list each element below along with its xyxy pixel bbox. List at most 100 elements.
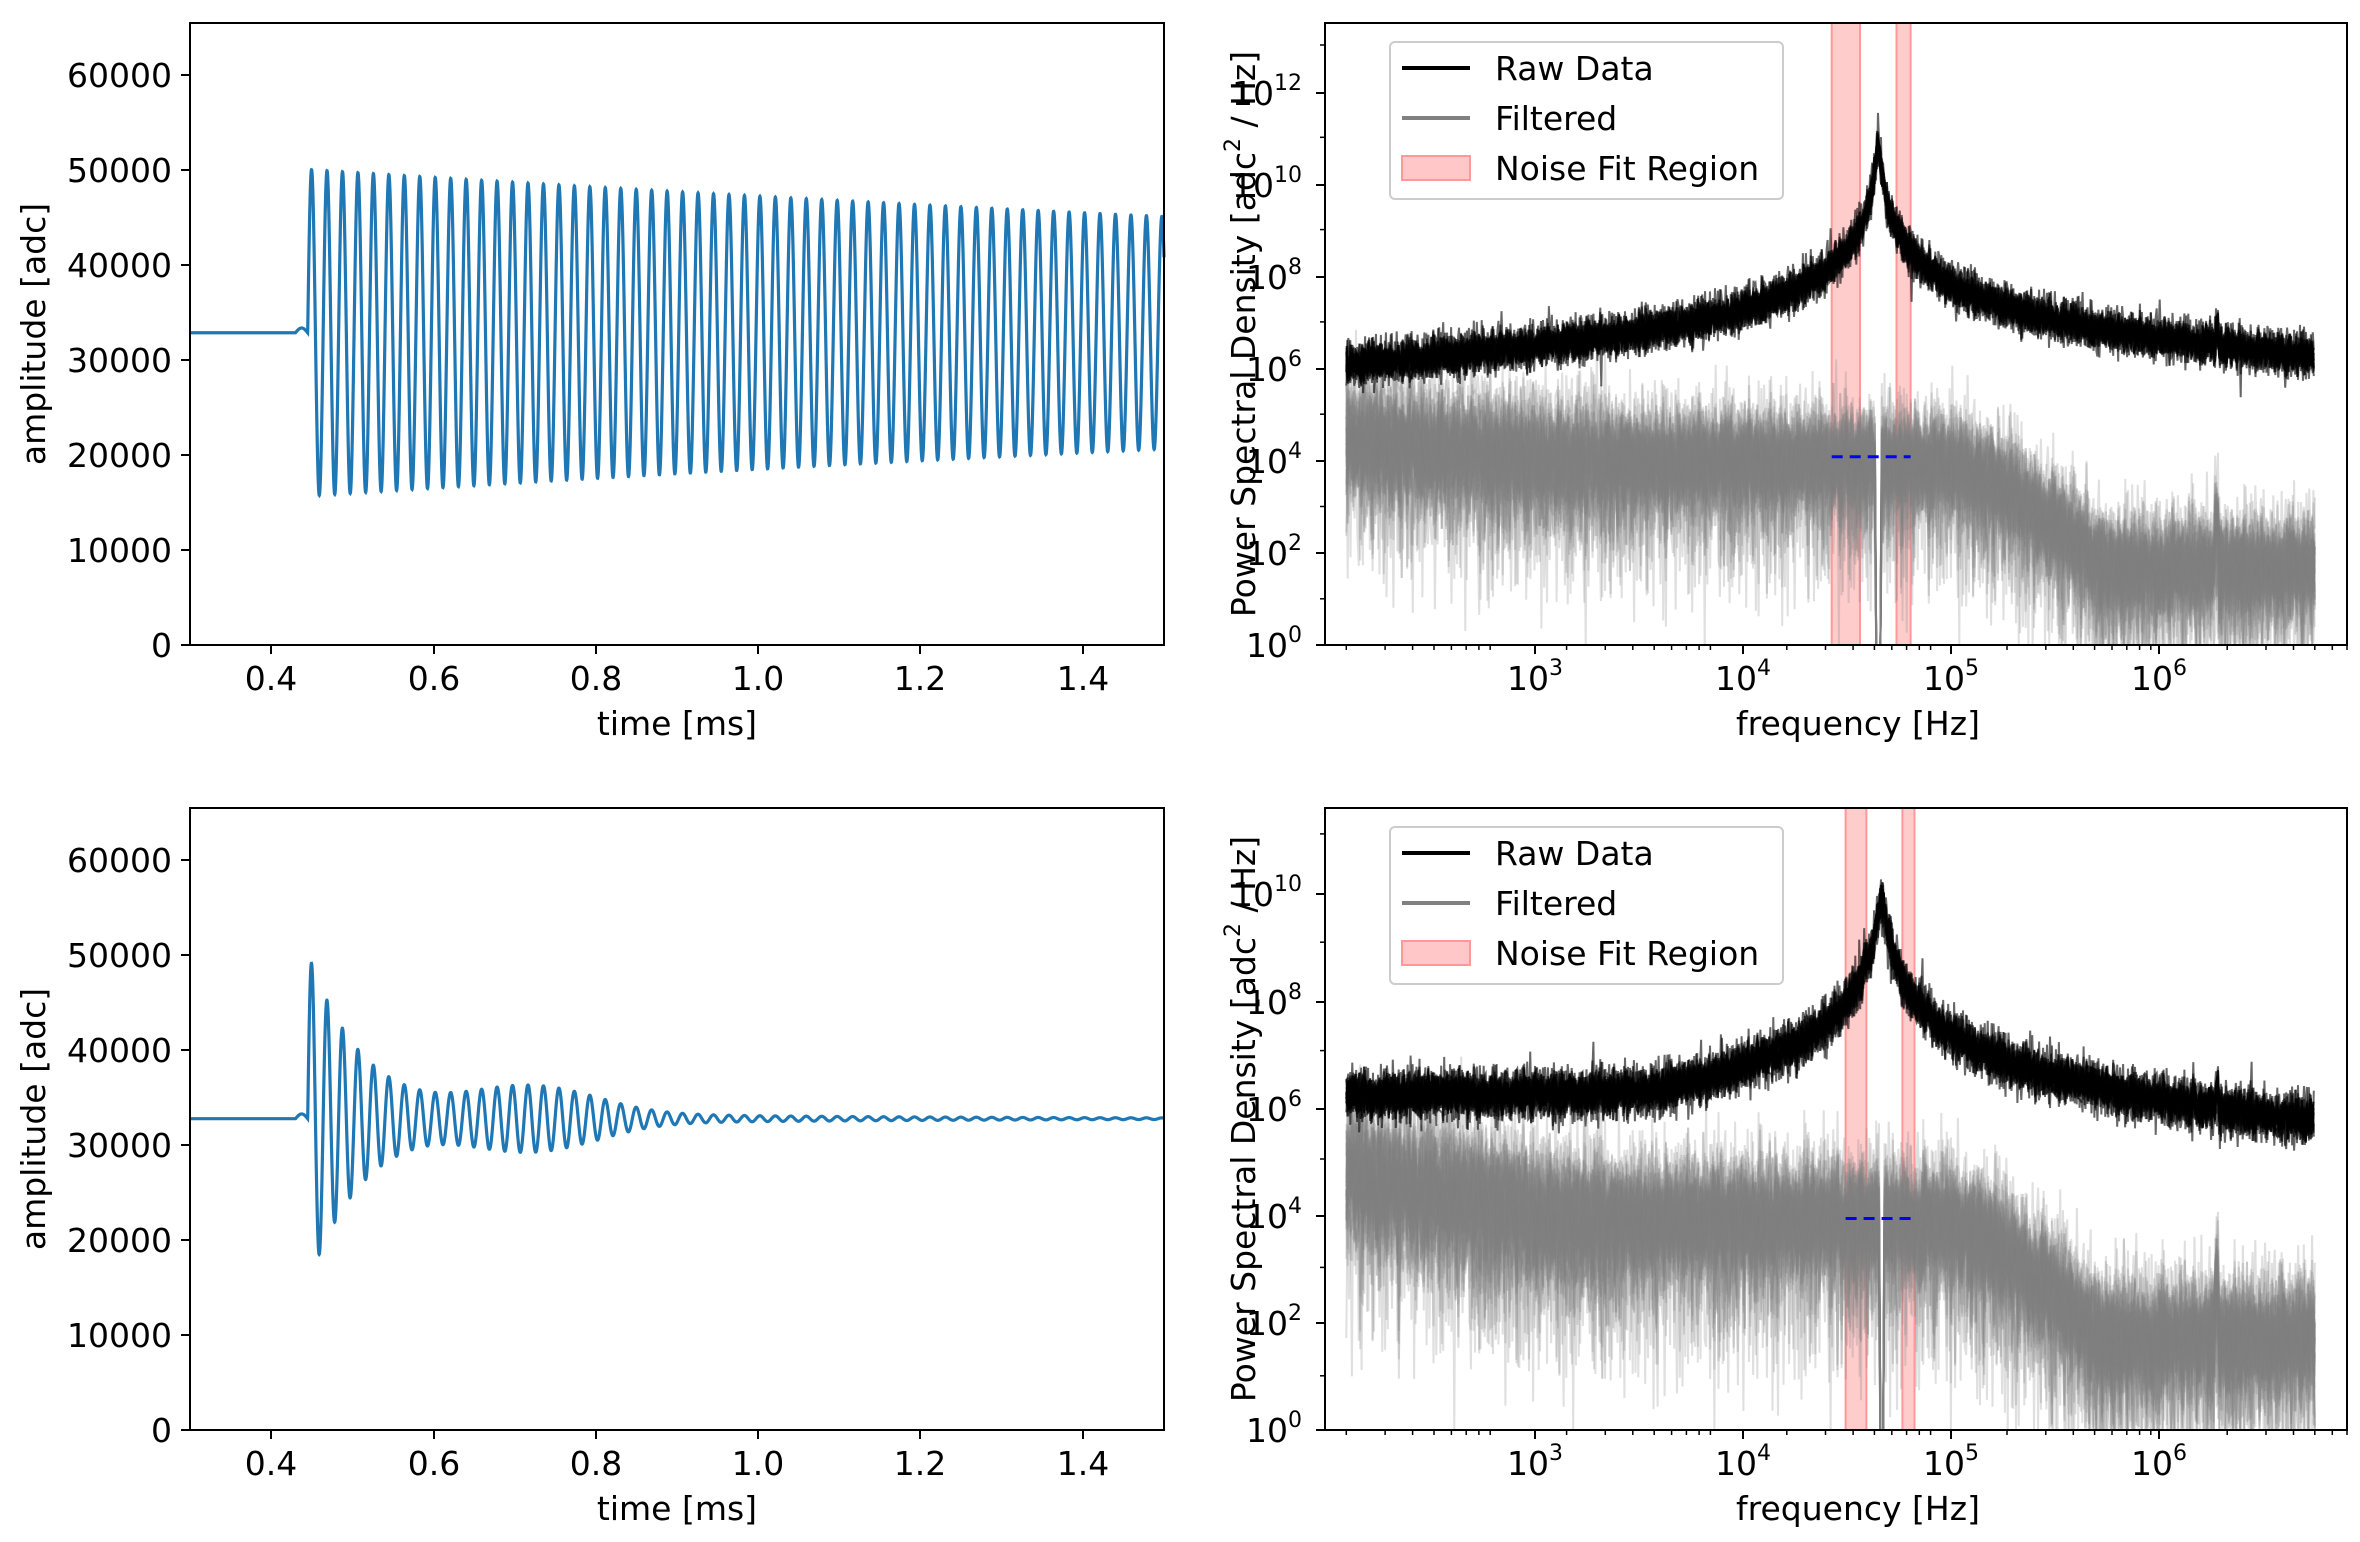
legend: Raw Data Filtered Noise Fit Region	[1389, 41, 1784, 200]
legend-swatch-region	[1401, 940, 1471, 966]
y-label-main: Power Spectral Density [adc	[1224, 937, 1263, 1402]
filtered-trace	[1345, 404, 2316, 646]
filtered-trace	[1345, 1092, 2316, 1431]
tick-exponent: 6	[1288, 347, 1302, 372]
y-tick-label: 102	[1246, 531, 1302, 573]
tick-base: 10	[1246, 1304, 1288, 1343]
y-tick-label: 40000	[67, 246, 172, 285]
tick-base: 10	[2131, 659, 2173, 698]
x-tick-label: 105	[1923, 656, 1979, 698]
filtered-trace	[1345, 390, 2316, 646]
x-tick: 1.2	[894, 645, 946, 698]
tick-exponent: 12	[1274, 71, 1302, 96]
filtered-trace	[1345, 1103, 2316, 1431]
y-tick-label: 106	[1246, 347, 1302, 389]
filtered-trace	[1345, 1100, 2316, 1431]
y-tick: 100	[1246, 623, 1325, 665]
y-tick-label: 102	[1246, 1301, 1302, 1343]
filtered-trace	[1345, 1129, 2316, 1431]
x-tick: 104	[1715, 1430, 1771, 1483]
tick-base: 10	[1246, 534, 1288, 573]
filtered-trace	[1345, 1096, 2316, 1431]
filtered-trace	[1345, 1117, 2316, 1431]
x-axis-label: frequency [Hz]	[1736, 1489, 1980, 1528]
x-tick: 0.6	[408, 645, 460, 698]
y-tick: 0	[151, 1411, 190, 1450]
legend-label-region: Noise Fit Region	[1495, 149, 1759, 188]
x-tick: 1.0	[732, 645, 784, 698]
legend-swatch-region	[1401, 155, 1471, 181]
plot-area	[190, 23, 1164, 645]
y-tick-label: 20000	[67, 1221, 172, 1260]
filtered-trace	[1345, 1074, 2316, 1431]
y-tick-label: 20000	[67, 436, 172, 475]
filtered-trace	[1345, 1118, 2316, 1431]
filtered-trace	[1345, 1120, 2316, 1431]
x-tick-label: 103	[1507, 1441, 1563, 1483]
raw-trace	[1345, 137, 2315, 388]
waveform-line	[190, 961, 1165, 1258]
y-tick-label: 50000	[67, 936, 172, 975]
filtered-trace	[1345, 359, 2316, 646]
x-axis: 103 104 105 106	[1507, 1430, 2187, 1483]
x-tick: 0.8	[570, 1430, 622, 1483]
x-tick-label: 1.4	[1057, 659, 1109, 698]
filtered-trace	[1345, 387, 2316, 646]
filtered-trace	[1345, 1064, 2316, 1431]
filtered-trace	[1345, 361, 2316, 646]
x-tick-label: 104	[1715, 1441, 1771, 1483]
tick-exponent: 2	[1288, 1301, 1302, 1326]
y-tick-label: 1012	[1232, 71, 1302, 113]
axes-frame	[189, 22, 1165, 646]
filtered-trace	[1345, 346, 2316, 646]
y-tick-label: 1010	[1232, 872, 1302, 914]
filtered-trace	[1345, 380, 2316, 646]
filtered-trace	[1345, 1141, 2316, 1431]
tick-base: 10	[1923, 659, 1965, 698]
x-tick-label: 0.4	[245, 659, 297, 698]
filtered-trace	[1345, 1056, 2316, 1431]
raw-trace	[1345, 879, 2315, 1143]
y-tick: 100	[1246, 1408, 1325, 1450]
filtered-trace	[1345, 377, 2316, 646]
x-tick-label: 1.0	[732, 659, 784, 698]
y-tick-label: 60000	[67, 56, 172, 95]
x-tick-label: 0.4	[245, 1444, 297, 1483]
tick-exponent: 8	[1288, 980, 1302, 1005]
y-tick: 106	[1246, 347, 1325, 389]
tick-exponent: 5	[1965, 1441, 1979, 1466]
x-axis-label: frequency [Hz]	[1736, 704, 1980, 743]
tick-base: 10	[1232, 875, 1274, 914]
y-tick-label: 30000	[67, 341, 172, 380]
legend-label-raw: Raw Data	[1495, 834, 1654, 873]
y-tick: 10000	[67, 1316, 190, 1355]
filtered-trace	[1345, 1114, 2316, 1431]
y-tick: 10000	[67, 531, 190, 570]
filtered-trace	[1345, 1119, 2316, 1431]
y-tick: 60000	[67, 56, 190, 95]
filtered-trace	[1345, 1103, 2316, 1431]
tick-base: 10	[1246, 350, 1288, 389]
y-tick: 40000	[67, 1031, 190, 1070]
y-tick-label: 30000	[67, 1126, 172, 1165]
y-axis-label: Power Spectral Density [adc2 / Hz]	[1221, 836, 1263, 1402]
filtered-trace	[1345, 1116, 2316, 1431]
tick-exponent: 4	[1757, 1441, 1771, 1466]
x-axis-label: time [ms]	[597, 1489, 757, 1528]
y-tick: 20000	[67, 1221, 190, 1260]
filtered-trace	[1345, 1130, 2316, 1431]
x-tick-label: 103	[1507, 656, 1563, 698]
x-axis: 0.4 0.6 0.8 1.0 1.2 1.4	[245, 645, 1109, 698]
tick-base: 10	[1246, 442, 1288, 481]
axes-frame	[189, 807, 1165, 1431]
filtered-trace	[1345, 1084, 2316, 1431]
y-tick-label: 60000	[67, 841, 172, 880]
filtered-trace	[1345, 1122, 2316, 1431]
y-tick: 1010	[1232, 872, 1325, 914]
x-tick-label: 0.8	[570, 659, 622, 698]
y-tick-label: 100	[1246, 623, 1302, 665]
axes-frame	[1324, 807, 2348, 1431]
filtered-trace	[1345, 1103, 2316, 1431]
tick-exponent: 3	[1549, 656, 1563, 681]
